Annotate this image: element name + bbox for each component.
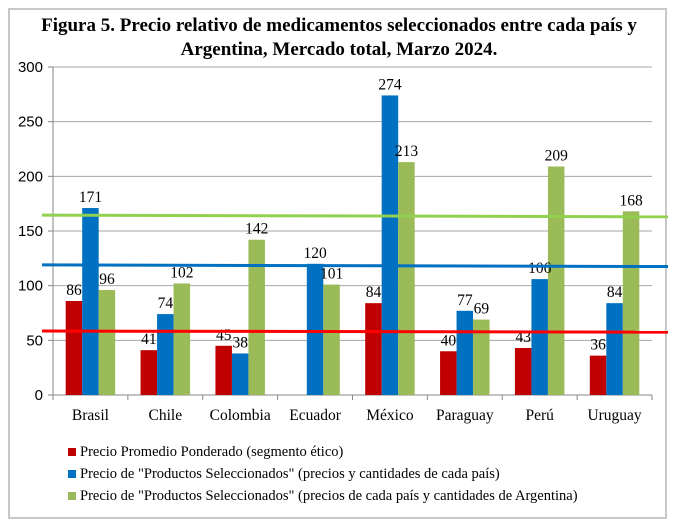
x-tick-label: México	[366, 407, 414, 424]
data-label: 274	[378, 76, 402, 93]
data-labels: 86 171 96 41 74 102 45 38 142 120 101 84 274 213 40 776…	[66, 76, 643, 353]
x-tick-label: Uruguay	[587, 407, 641, 424]
data-label: 41	[141, 331, 157, 348]
legend-label: Precio de "Productos Seleccionados" (pre…	[80, 488, 578, 504]
y-tick-label: 0	[35, 387, 43, 404]
chart-title: Figura 5. Precio relativo de medicamento…	[10, 14, 668, 62]
bar	[381, 95, 399, 395]
x-tick-label: Chile	[149, 407, 183, 424]
bar	[365, 303, 382, 395]
bar	[473, 319, 490, 395]
chart-title-line-1: Figura 5. Precio relativo de medicamento…	[41, 15, 637, 36]
legend-label: Precio de "Productos Seleccionados" (pre…	[80, 466, 500, 482]
y-tick-label: 100	[18, 278, 43, 295]
data-label: 84	[607, 284, 623, 301]
data-label: 168	[619, 192, 643, 209]
data-label: 77	[457, 292, 473, 309]
y-tick-label: 150	[18, 223, 43, 240]
bar	[440, 351, 457, 395]
y-tick-label: 50	[26, 332, 43, 349]
data-label: 38	[232, 334, 248, 351]
data-label: 171	[79, 189, 102, 206]
x-axis: Brasil Chile Colombia Ecuador México Paraguay…	[52, 394, 653, 424]
legend-item-productos-argentina: Precio de "Productos Seleccionados" (pre…	[68, 485, 578, 507]
bar	[456, 310, 474, 395]
reference-line	[41, 263, 669, 269]
bar	[65, 300, 83, 395]
data-label: 120	[303, 245, 327, 262]
bar	[547, 166, 565, 395]
legend-item-precio-promedio: Precio Promedio Ponderado (segmento étic…	[68, 441, 578, 463]
data-label: 74	[158, 295, 174, 312]
bar	[306, 263, 324, 395]
x-tick-label: Perú	[525, 407, 554, 424]
bar	[514, 347, 532, 395]
bar	[398, 162, 415, 395]
bar	[231, 353, 249, 395]
legend-swatch-green	[68, 492, 76, 500]
reference-line	[41, 213, 669, 219]
bar	[248, 239, 265, 395]
data-label: 40	[441, 332, 457, 349]
bars	[65, 95, 640, 395]
data-label: 36	[590, 337, 606, 354]
bar	[606, 303, 623, 395]
bar	[531, 279, 548, 395]
bar	[82, 208, 99, 395]
bar	[140, 350, 158, 395]
legend-swatch-blue	[68, 470, 76, 478]
data-label: 69	[474, 301, 490, 318]
bar	[323, 284, 340, 395]
x-tick-label: Ecuador	[289, 407, 341, 424]
legend-swatch-red	[68, 448, 76, 456]
data-label: 84	[366, 284, 382, 301]
y-tick-label: 300	[18, 59, 43, 76]
reference-lines	[41, 213, 669, 334]
data-label: 102	[170, 264, 193, 281]
bar	[589, 355, 607, 395]
legend-item-productos-pais: Precio de "Productos Seleccionados" (pre…	[68, 463, 578, 485]
bar	[173, 283, 191, 395]
bar	[622, 211, 640, 395]
legend: Precio Promedio Ponderado (segmento étic…	[68, 441, 578, 507]
chart-title-line-2: Argentina, Mercado total, Marzo 2024.	[180, 39, 498, 60]
bar	[98, 290, 116, 395]
data-label: 142	[245, 221, 268, 238]
data-label: 101	[320, 266, 343, 283]
y-tick-label: 250	[18, 114, 43, 131]
data-label: 213	[395, 143, 419, 160]
data-label: 86	[66, 282, 82, 299]
bar	[215, 345, 232, 395]
data-label: 106	[528, 260, 552, 277]
data-label: 96	[99, 271, 115, 288]
data-label: 209	[545, 147, 569, 164]
x-tick-label: Paraguay	[436, 407, 494, 424]
bar	[157, 314, 174, 395]
x-tick-label: Brasil	[72, 407, 109, 424]
y-axis: 0 50 100 150 200 250 300	[18, 59, 54, 404]
legend-label: Precio Promedio Ponderado (segmento étic…	[80, 444, 344, 460]
y-tick-label: 200	[18, 168, 43, 185]
reference-line	[41, 329, 669, 334]
x-tick-label: Colombia	[210, 407, 271, 424]
data-label: 45	[216, 327, 232, 344]
